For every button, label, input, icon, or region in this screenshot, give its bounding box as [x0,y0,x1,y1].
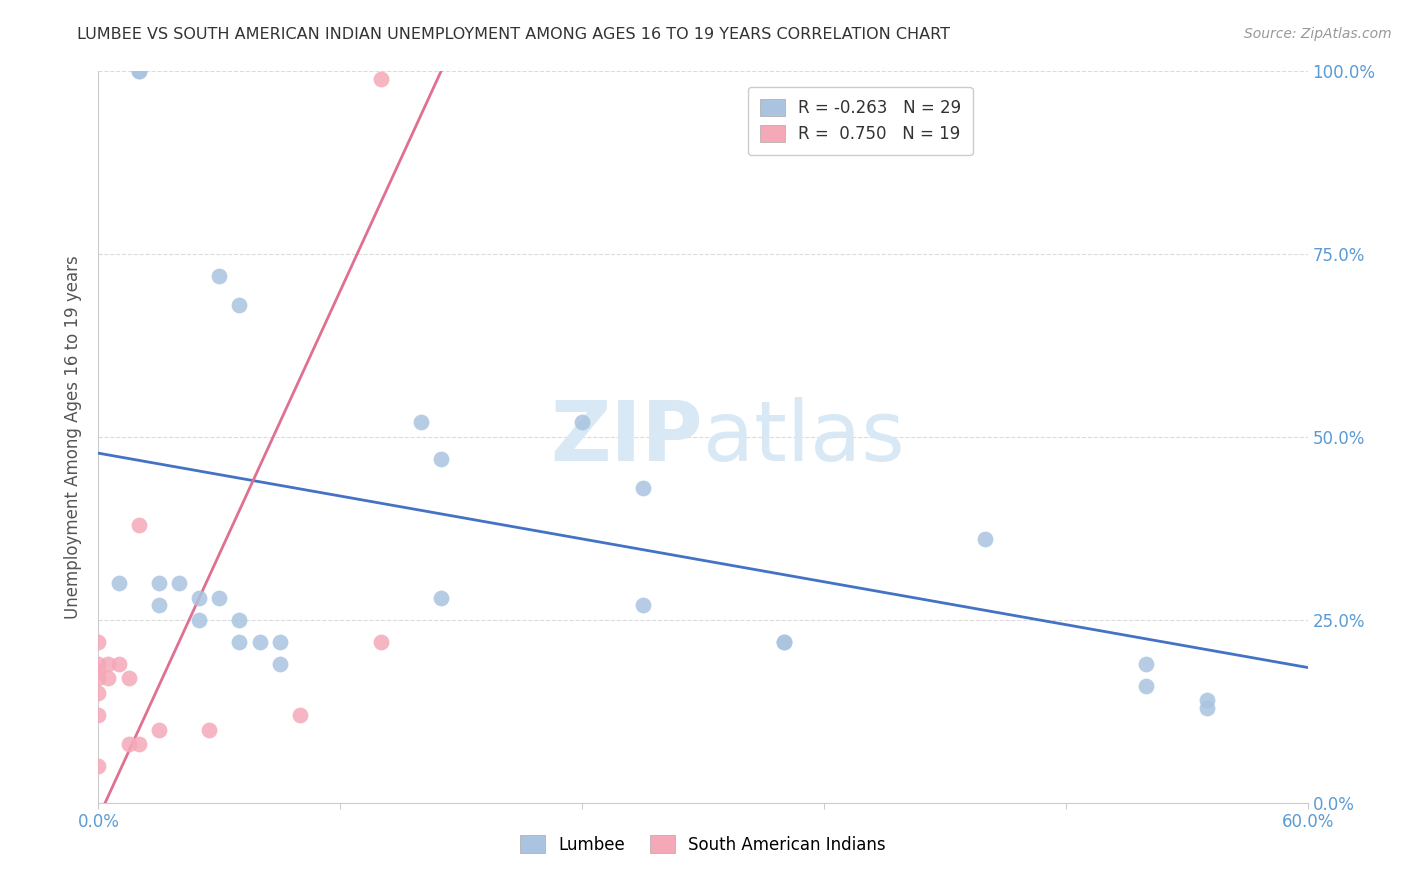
Point [167,576,190,591]
Point [87,657,110,671]
Text: LUMBEE VS SOUTH AMERICAN INDIAN UNEMPLOYMENT AMONG AGES 16 TO 19 YEARS CORRELATI: LUMBEE VS SOUTH AMERICAN INDIAN UNEMPLOY… [77,27,950,42]
Point [430,452,453,467]
Point [269,635,291,649]
Legend: Lumbee, South American Indians: Lumbee, South American Indians [513,829,893,860]
Point [128,64,150,78]
Point [370,635,392,649]
Point [128,737,150,751]
Point [87,759,110,773]
Point [188,613,211,627]
Point [87,635,110,649]
Text: Source: ZipAtlas.com: Source: ZipAtlas.com [1244,27,1392,41]
Point [1135,679,1157,693]
Point [974,533,997,547]
Point [228,635,250,649]
Point [430,591,453,605]
Point [208,269,231,284]
Point [269,657,291,671]
Point [188,591,211,605]
Point [128,64,150,78]
Point [288,708,311,723]
Point [128,517,150,532]
Point [118,672,141,686]
Point [87,708,110,723]
Point [148,576,170,591]
Point [97,657,120,671]
Point [249,635,271,649]
Point [208,591,231,605]
Point [370,71,392,86]
Point [107,657,129,671]
Point [148,723,170,737]
Point [107,576,129,591]
Point [228,298,250,312]
Point [97,672,120,686]
Point [1135,657,1157,671]
Text: ZIP: ZIP [551,397,703,477]
Point [1195,700,1218,714]
Point [1195,693,1218,707]
Point [571,416,593,430]
Text: atlas: atlas [703,397,904,477]
Y-axis label: Unemployment Among Ages 16 to 19 years: Unemployment Among Ages 16 to 19 years [65,255,83,619]
Point [772,635,794,649]
Point [409,416,432,430]
Point [148,599,170,613]
Point [631,599,654,613]
Point [228,613,250,627]
Point [772,635,794,649]
Point [198,723,221,737]
Point [631,481,654,495]
Point [87,672,110,686]
Point [118,737,141,751]
Point [87,686,110,700]
Point [87,664,110,678]
